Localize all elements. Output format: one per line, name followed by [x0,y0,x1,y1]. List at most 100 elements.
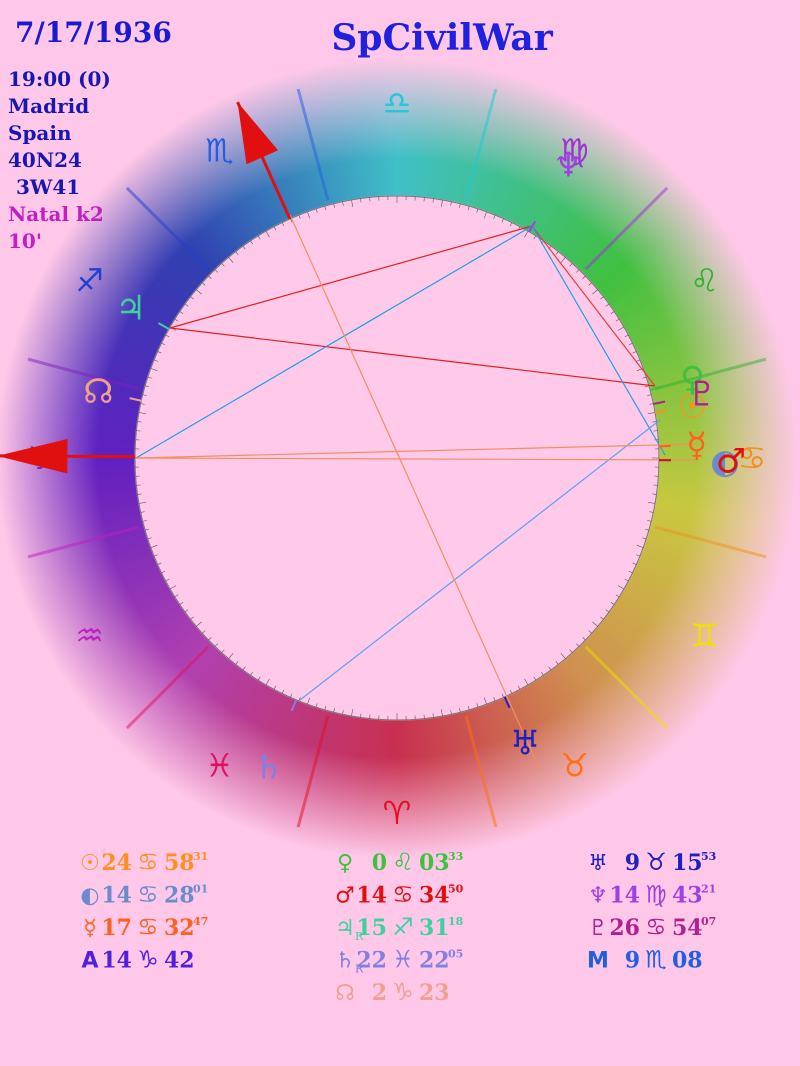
sign-boundary [296,715,330,828]
sign-boundary [464,715,498,828]
planet-marker [290,699,298,712]
degree-tick [628,570,633,574]
position-seconds: 18 [448,915,464,928]
degree-tick [533,676,537,681]
degree-tick [624,334,629,338]
position-minutes: 58 [164,850,195,876]
sign-boundary [584,645,669,730]
position-sign: ♋ [137,913,159,941]
degree-tick [533,235,537,240]
degree-tick [459,708,461,713]
planet-glyph: ♃ [115,288,145,328]
degree-tick [509,222,513,227]
sign-glyph: ♎ [383,84,412,122]
sign-glyph: ♏ [205,132,234,170]
angle-arrow [0,439,68,474]
degree-tick [649,403,654,405]
position-sign: ♋ [137,881,159,909]
degree-tick [560,653,566,659]
position-minutes: 32 [164,915,195,941]
planet-glyph: ☊ [83,372,113,412]
planet-marker [129,397,142,402]
degree-tick [569,649,573,653]
position-seconds: 01 [193,883,208,896]
degree-tick [157,562,162,565]
sign-glyph: ♉ [560,746,589,784]
title: SpCivilWar [331,17,553,59]
degree-tick [648,412,656,415]
degree-tick [265,230,270,238]
degree-tick [342,201,344,206]
degree-tick [281,689,285,694]
degree-tick [208,275,212,279]
degree-tick [588,630,592,634]
degree-tick [298,214,301,219]
position-glyph: ◐ [80,884,99,909]
degree-tick [169,585,177,590]
position-minutes: 08 [672,948,703,974]
degree-tick [228,653,234,659]
degree-tick [265,678,270,686]
position-sign: ♋ [645,913,667,941]
sign-glyph: ♊ [690,617,719,655]
position-glyph: ☿ [83,916,97,941]
degree-tick [440,709,443,717]
degree-tick [459,203,461,208]
degree-tick [483,211,487,219]
position-sign: ♍ [645,881,667,909]
degree-tick [150,368,158,372]
planet-glyph: ◐ [710,442,740,482]
degree-tick [214,643,218,647]
degree-tick [592,621,598,627]
position-seconds: 21 [701,883,716,896]
position-degrees: 24 [101,850,132,876]
planet-glyph: ♇ [687,375,717,415]
position-seconds: 53 [701,850,716,863]
position-minutes: 43 [672,883,703,909]
degree-tick [290,693,293,698]
position-seconds: 31 [193,850,208,863]
position-glyph: ☉ [80,851,100,876]
degree-tick [196,621,202,627]
position-degrees: 17 [101,915,132,941]
sign-boundary [464,88,498,201]
degree-tick [179,311,184,314]
degree-tick [628,342,633,346]
position-minutes: 22 [419,948,450,974]
sign-boundary [125,645,210,730]
planet-glyph: ☉ [677,387,707,427]
planet-marker [653,400,666,405]
degree-tick [208,637,212,641]
degree-tick [333,708,335,713]
planet-marker [654,409,668,414]
degree-tick [165,578,170,582]
degree-tick [517,685,521,690]
degree-tick [617,326,625,331]
degree-tick [642,537,647,540]
degree-tick [202,630,206,634]
degree-tick [615,318,620,322]
position-degrees: 14 [356,883,387,909]
degree-tick [138,501,146,504]
degree-tick [610,602,615,605]
degree-tick [196,289,202,295]
degree-tick [582,637,586,641]
degree-tick [147,537,152,540]
position-degrees: 14 [609,883,640,909]
degree-tick [501,218,504,223]
degree-tick [298,697,301,702]
detail-line: 40N24 [8,148,82,172]
planet-glyph: ♅ [510,723,540,763]
position-degrees: 14 [101,883,132,909]
detail-line: 19:00 (0) [8,67,111,91]
degree-tick [307,211,311,219]
planet-glyph: ♀ [680,360,705,400]
retrograde-mark: R [355,963,364,976]
degree-tick [190,296,194,300]
degree-tick [147,376,152,379]
degree-tick [600,616,604,620]
degree-tick [315,703,318,708]
position-degrees: 14 [101,948,132,974]
